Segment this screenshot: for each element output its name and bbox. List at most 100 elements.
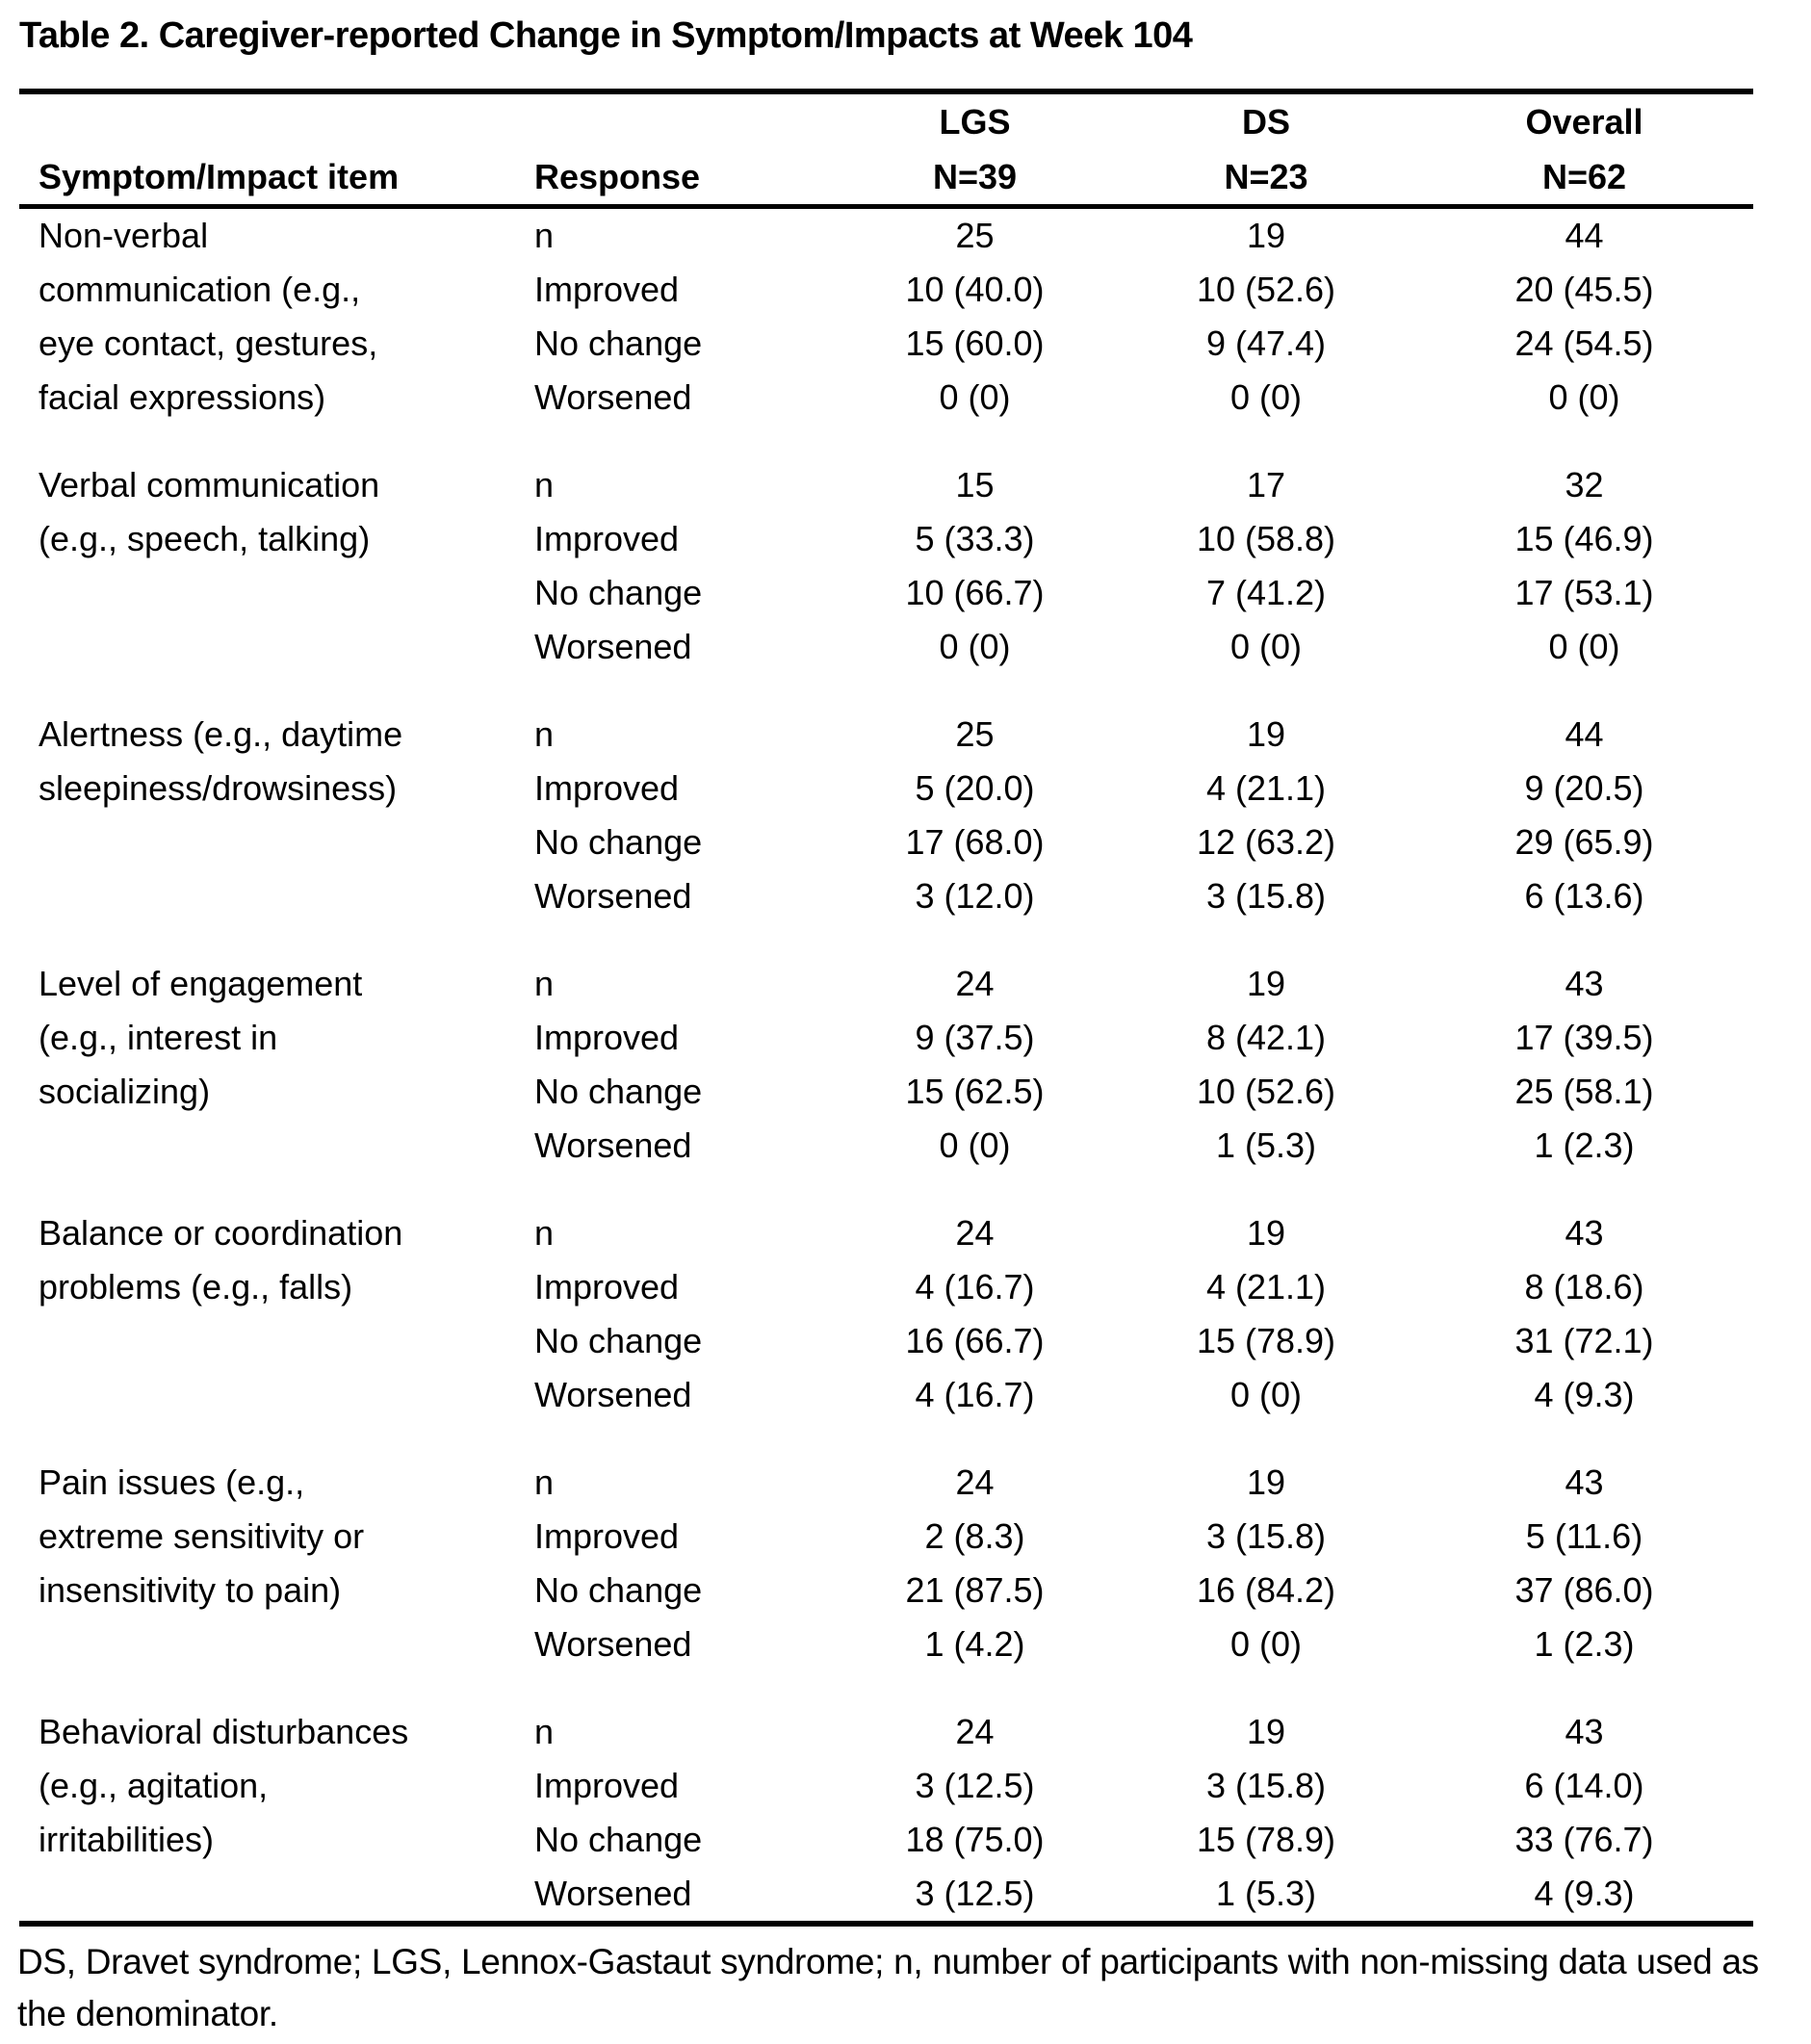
value-cell-lgs: 3 (12.5) <box>915 1874 1035 1913</box>
value-cell-lgs: 15 (60.0) <box>905 323 1045 363</box>
table-row: No change 16 (66.7) 15 (78.9) 31 (72.1) <box>19 1314 1753 1368</box>
header-n-lgs: N=39 <box>833 149 1117 209</box>
table-row: No change 18 (75.0) 15 (78.9) 33 (76.7) <box>19 1813 1753 1867</box>
response-cell: Improved <box>534 519 680 558</box>
symptom-item-line: Verbal communication <box>39 465 380 505</box>
symptom-item-line: insensitivity to pain) <box>39 1570 342 1610</box>
group-spacer <box>19 923 1753 957</box>
value-cell-ds: 4 (21.1) <box>1205 768 1327 808</box>
response-cell: No change <box>534 323 703 363</box>
header-cohort-ds: DS <box>1241 102 1290 142</box>
response-cell: n <box>534 714 555 754</box>
response-cell: Worsened <box>534 377 692 417</box>
value-cell-lgs: 1 (4.2) <box>924 1624 1025 1664</box>
table-row: Worsened 1 (4.2) 0 (0) 1 (2.3) <box>19 1617 1753 1671</box>
value-cell-overall: 20 (45.5) <box>1514 270 1654 309</box>
value-cell-ds: 15 (78.9) <box>1196 1321 1336 1360</box>
table-row: Verbal communication (e.g., speech, talki… <box>19 458 1753 558</box>
table-row: Improved 5 (33.3) 10 (58.8) 15 (46.9) <box>19 512 1753 566</box>
cohort-header-row: LGS DS Overall <box>19 91 1753 149</box>
value-cell-lgs: 4 (16.7) <box>915 1375 1035 1414</box>
table-row: No change 15 (60.0) 9 (47.4) 24 (54.5) <box>19 317 1753 371</box>
response-cell: No change <box>534 573 703 612</box>
response-cell: Worsened <box>534 1125 692 1165</box>
value-cell-overall: 43 <box>1565 1712 1604 1751</box>
value-cell-overall: 43 <box>1565 964 1604 1003</box>
table-row: Balance or coordination problems (e.g., f… <box>19 1206 1753 1307</box>
table-row: Improved 2 (8.3) 3 (15.8) 5 (11.6) <box>19 1510 1753 1564</box>
table-title: Table 2. Caregiver-reported Change in Sy… <box>19 15 1193 56</box>
value-cell-lgs: 3 (12.0) <box>915 876 1035 916</box>
symptom-item-line: sleepiness/drowsiness) <box>39 768 398 808</box>
value-cell-overall: 43 <box>1565 1462 1604 1502</box>
value-cell-overall: 15 (46.9) <box>1514 519 1654 558</box>
header-cohort-lgs: LGS <box>939 102 1011 142</box>
value-cell-ds: 19 <box>1246 1462 1286 1502</box>
response-cell: n <box>534 1213 555 1253</box>
value-cell-lgs: 15 (62.5) <box>905 1072 1045 1111</box>
response-cell: Worsened <box>534 1624 692 1664</box>
value-cell-lgs: 24 <box>955 1462 995 1502</box>
table-row: No change 21 (87.5) 16 (84.2) 37 (86.0) <box>19 1564 1753 1617</box>
value-cell-overall: 5 (11.6) <box>1525 1516 1643 1556</box>
header-cohort-overall: Overall <box>1525 102 1643 142</box>
response-cell: n <box>534 1712 555 1751</box>
response-cell: Improved <box>534 270 680 309</box>
value-cell-ds: 3 (15.8) <box>1205 1516 1327 1556</box>
response-cell: n <box>534 216 555 255</box>
value-cell-ds: 12 (63.2) <box>1196 822 1336 862</box>
response-cell: Improved <box>534 1267 680 1307</box>
value-cell-lgs: 0 (0) <box>939 377 1011 417</box>
response-cell: No change <box>534 1570 703 1610</box>
value-cell-ds: 17 <box>1246 465 1286 505</box>
table-row: Improved 4 (16.7) 4 (21.1) 8 (18.6) <box>19 1260 1753 1314</box>
value-cell-lgs: 21 (87.5) <box>905 1570 1045 1610</box>
value-cell-overall: 6 (13.6) <box>1524 876 1644 916</box>
symptom-item-cell: Behavioral disturbances (e.g., agitation,… <box>19 1705 534 1924</box>
table-row: Worsened 0 (0) 1 (5.3) 1 (2.3) <box>19 1119 1753 1173</box>
table-row: Improved 5 (20.0) 4 (21.1) 9 (20.5) <box>19 762 1753 815</box>
value-cell-lgs: 25 <box>955 216 995 255</box>
value-cell-overall: 1 (2.3) <box>1534 1125 1635 1165</box>
table-row: Worsened 3 (12.0) 3 (15.8) 6 (13.6) <box>19 869 1753 923</box>
column-header-row: Symptom/Impact item Response N=39 N=23 N… <box>19 149 1753 209</box>
header-spacer-item <box>19 91 534 149</box>
table-row: Improved 10 (40.0) 10 (52.6) 20 (45.5) <box>19 263 1753 317</box>
value-cell-ds: 4 (21.1) <box>1205 1267 1327 1307</box>
header-symptom-item: Symptom/Impact item <box>19 149 534 209</box>
value-cell-lgs: 15 <box>955 465 995 505</box>
value-cell-ds: 16 (84.2) <box>1196 1570 1336 1610</box>
value-cell-overall: 0 (0) <box>1548 377 1620 417</box>
value-cell-lgs: 9 (37.5) <box>915 1018 1035 1057</box>
value-cell-lgs: 17 (68.0) <box>905 822 1045 862</box>
table-row: Level of engagement (e.g., interest in soc… <box>19 957 1753 1111</box>
response-cell: No change <box>534 1820 703 1859</box>
symptom-item-line: Pain issues (e.g., <box>39 1462 305 1502</box>
symptom-item-line: eye contact, gestures, <box>39 323 378 363</box>
group-spacer <box>19 674 1753 708</box>
symptom-item-line: socializing) <box>39 1072 211 1111</box>
value-cell-lgs: 5 (20.0) <box>915 768 1035 808</box>
symptom-item-line: extreme sensitivity or <box>39 1516 365 1556</box>
header-response: Response <box>534 149 833 209</box>
value-cell-ds: 0 (0) <box>1229 1375 1303 1414</box>
value-cell-lgs: 3 (12.5) <box>915 1766 1035 1805</box>
table-row: Worsened 0 (0) 0 (0) 0 (0) <box>19 371 1753 425</box>
value-cell-ds: 9 (47.4) <box>1205 323 1327 363</box>
value-cell-ds: 3 (15.8) <box>1205 876 1327 916</box>
group-spacer <box>19 1173 1753 1206</box>
table-row: No change 10 (66.7) 7 (41.2) 17 (53.1) <box>19 566 1753 620</box>
value-cell-overall: 9 (20.5) <box>1524 768 1644 808</box>
table-row: Pain issues (e.g., extreme sensitivity or… <box>19 1456 1753 1610</box>
value-cell-overall: 44 <box>1565 216 1604 255</box>
table-row: Improved 3 (12.5) 3 (15.8) 6 (14.0) <box>19 1759 1753 1813</box>
table-row: No change 15 (62.5) 10 (52.6) 25 (58.1) <box>19 1065 1753 1119</box>
symptom-item-line: communication (e.g., <box>39 270 361 309</box>
value-cell-overall: 17 (53.1) <box>1514 573 1654 612</box>
value-cell-lgs: 10 (66.7) <box>905 573 1045 612</box>
value-cell-overall: 4 (9.3) <box>1534 1375 1635 1414</box>
value-cell-overall: 4 (9.3) <box>1534 1874 1635 1913</box>
value-cell-overall: 44 <box>1565 714 1604 754</box>
header-n-overall: N=62 <box>1415 149 1753 209</box>
response-cell: Improved <box>534 1018 680 1057</box>
